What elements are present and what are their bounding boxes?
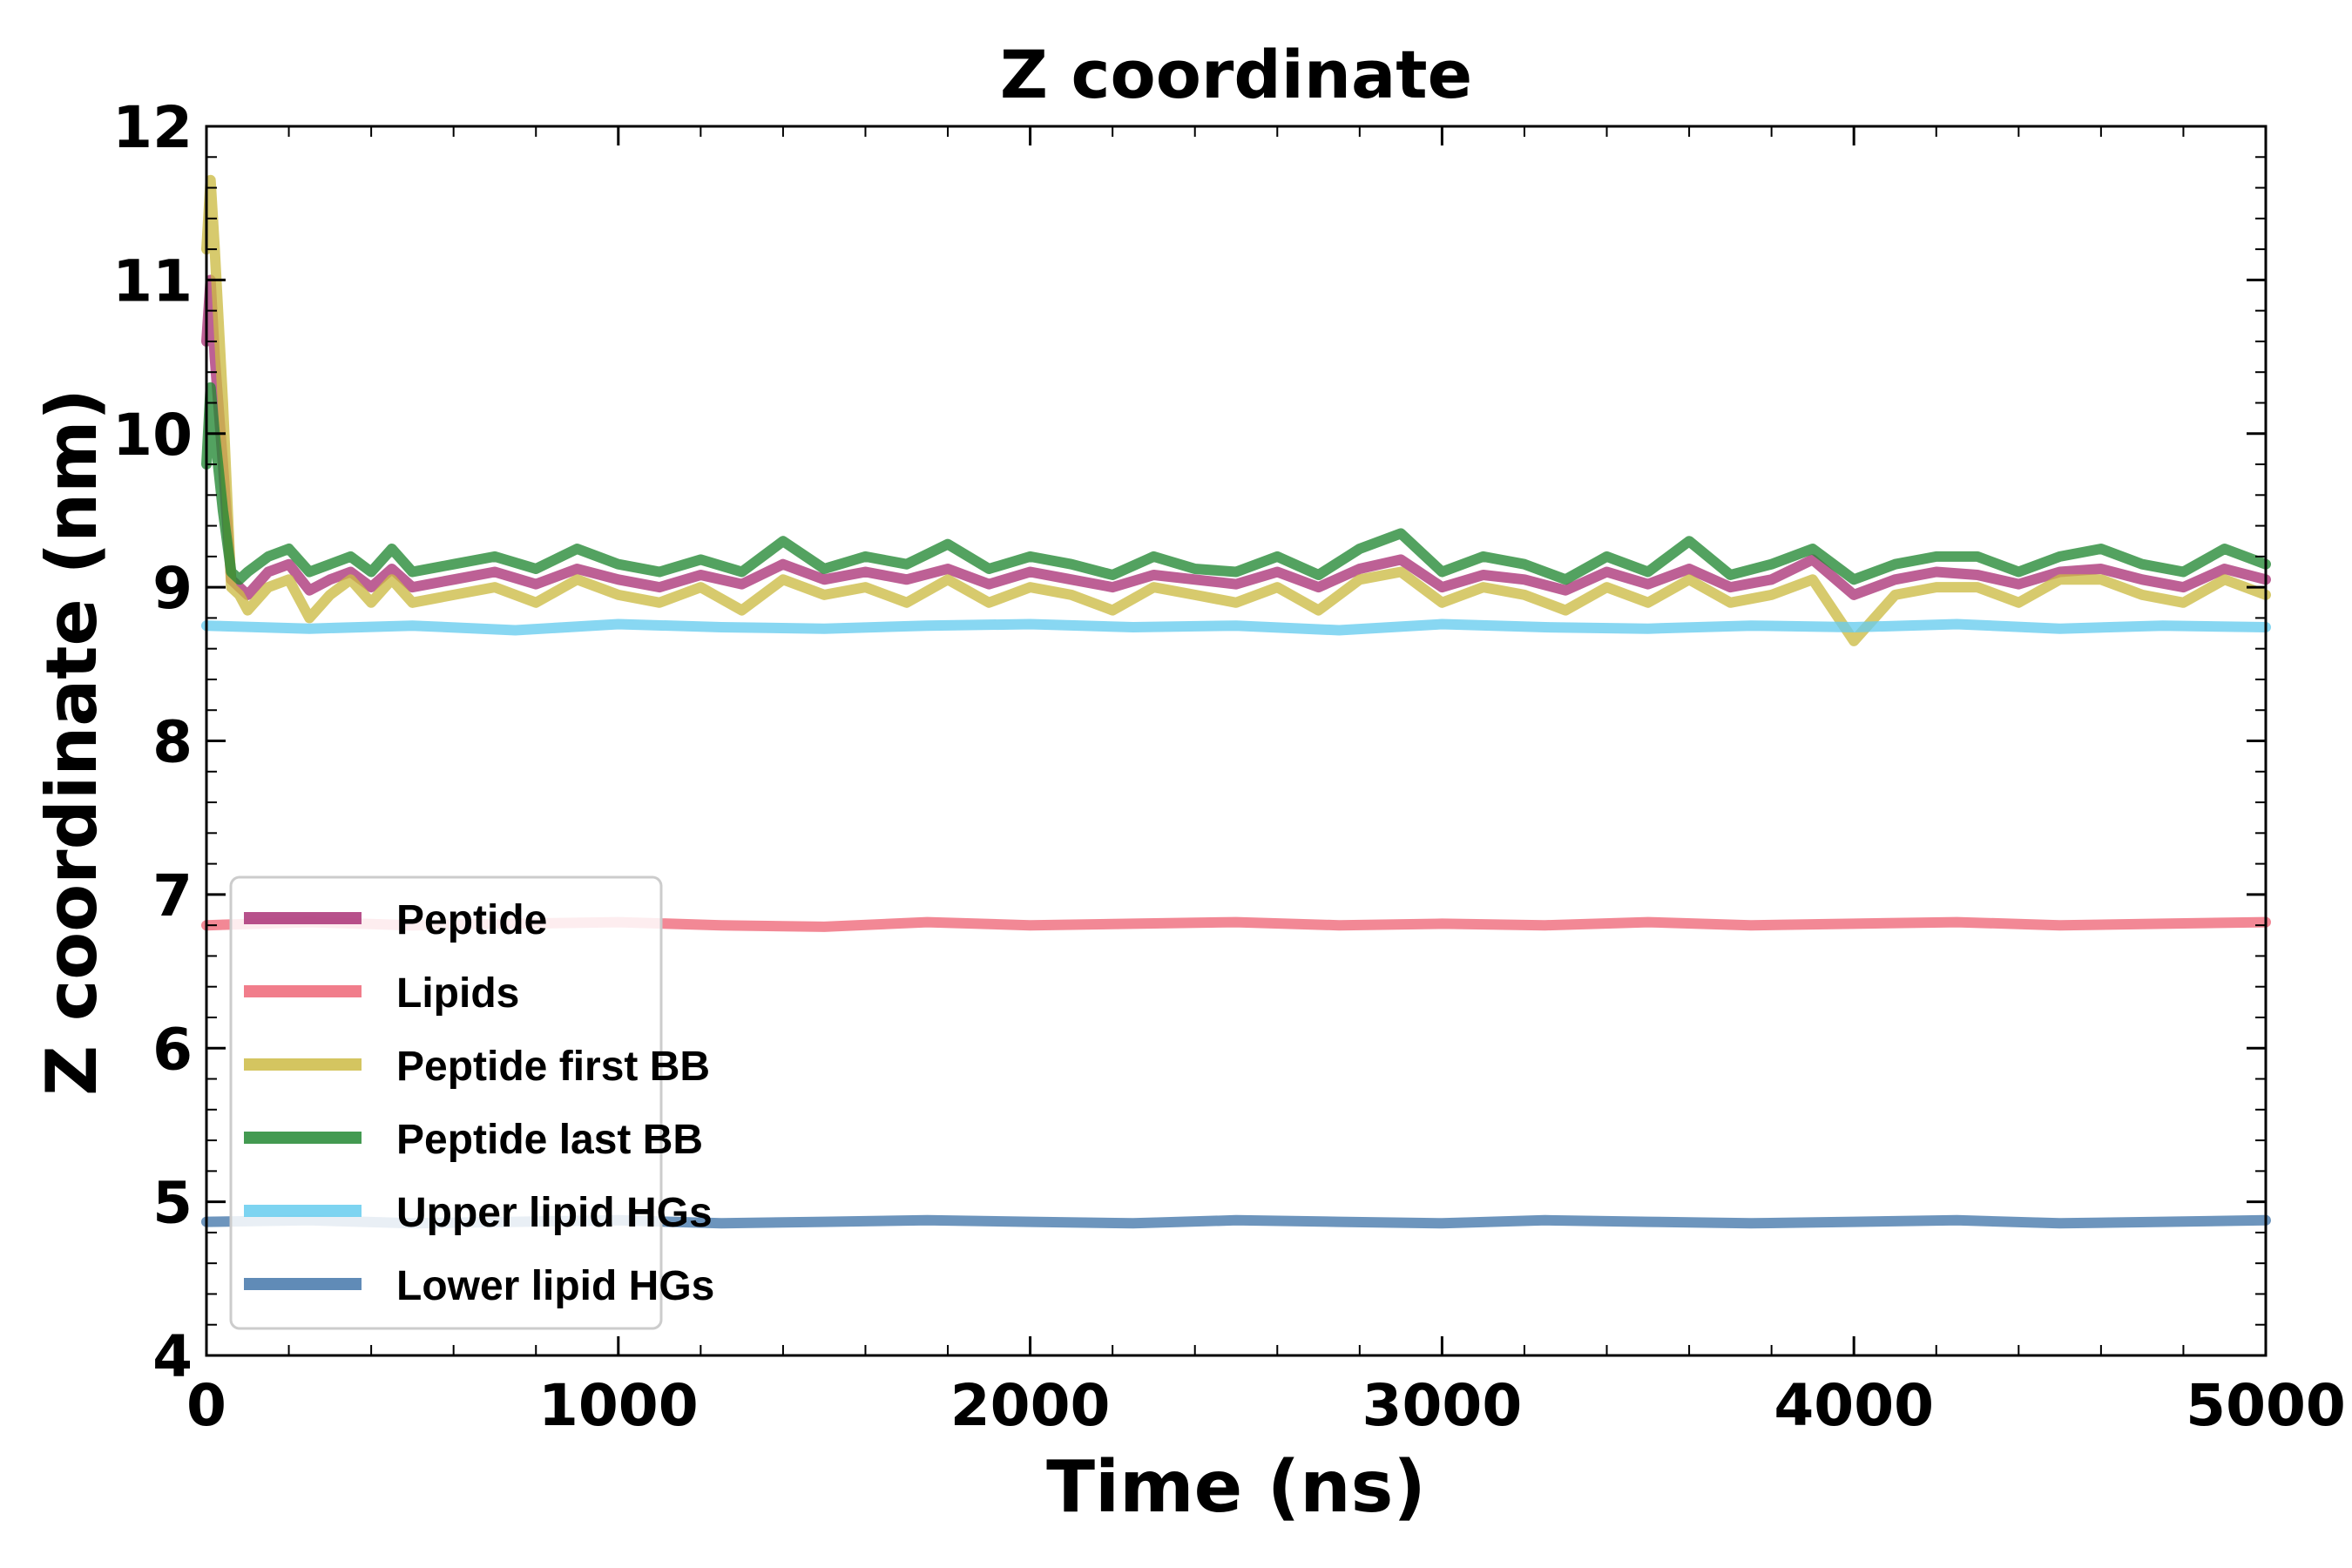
- y-tick-label: 10: [112, 402, 193, 469]
- y-tick-label: 8: [152, 709, 193, 776]
- series-line-peptide: [201, 274, 2271, 600]
- y-tick-label: 7: [152, 862, 193, 929]
- y-tick-label: 12: [112, 94, 193, 161]
- legend-label-peptide-first-bb: Peptide first BB: [396, 1044, 710, 1090]
- ticks-layer: 0 1000 2000 3000 4000 5000 4 5 6 7 8 9 10 11 12: [112, 94, 2346, 1439]
- legend-label-peptide-last-bb: Peptide last BB: [396, 1117, 703, 1163]
- legend-label-peptide: Peptide: [396, 897, 547, 943]
- x-tick-label: 0: [186, 1372, 226, 1439]
- series-line-peptide-first-bb: [201, 174, 2271, 646]
- y-tick-label: 4: [152, 1323, 193, 1390]
- y-tick-label: 11: [112, 247, 193, 314]
- x-tick-label: 3000: [1362, 1372, 1523, 1439]
- legend-box: [229, 875, 663, 1330]
- x-axis-label: Time (ns): [1046, 1446, 1426, 1529]
- legend-label-lower-lipid-hgs: Lower lipid HGs: [396, 1263, 714, 1309]
- x-tick-label: 1000: [538, 1372, 699, 1439]
- series-line-peptide-last-bb: [201, 382, 2271, 585]
- chart-title: Z coordinate: [1000, 36, 1472, 113]
- legend-label-upper-lipid-hgs: Upper lipid HGs: [396, 1190, 713, 1236]
- x-tick-label: 4000: [1774, 1372, 1934, 1439]
- plot-frame: [205, 125, 2268, 1357]
- legend: Peptide Lipids Peptide first BB Peptide las…: [229, 875, 714, 1330]
- y-tick-label: 9: [152, 555, 193, 622]
- y-tick-label: 6: [152, 1016, 193, 1083]
- series-line-upper-lipid-hgs: [201, 618, 2271, 636]
- y-tick-label: 5: [152, 1170, 193, 1237]
- y-axis-label: Z coordinate (nm): [31, 389, 112, 1096]
- x-tick-label: 5000: [2186, 1372, 2346, 1439]
- x-tick-label: 2000: [950, 1372, 1111, 1439]
- legend-label-lipids: Lipids: [396, 970, 519, 1017]
